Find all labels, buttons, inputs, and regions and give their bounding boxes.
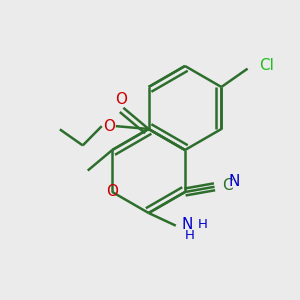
Text: H: H (198, 218, 208, 231)
Text: H: H (185, 229, 195, 242)
Text: N: N (182, 217, 193, 232)
Text: O: O (103, 118, 115, 134)
Text: Cl: Cl (260, 58, 274, 73)
Text: N: N (229, 174, 240, 189)
Text: O: O (115, 92, 127, 107)
Text: C: C (223, 178, 233, 193)
Text: O: O (106, 184, 118, 200)
